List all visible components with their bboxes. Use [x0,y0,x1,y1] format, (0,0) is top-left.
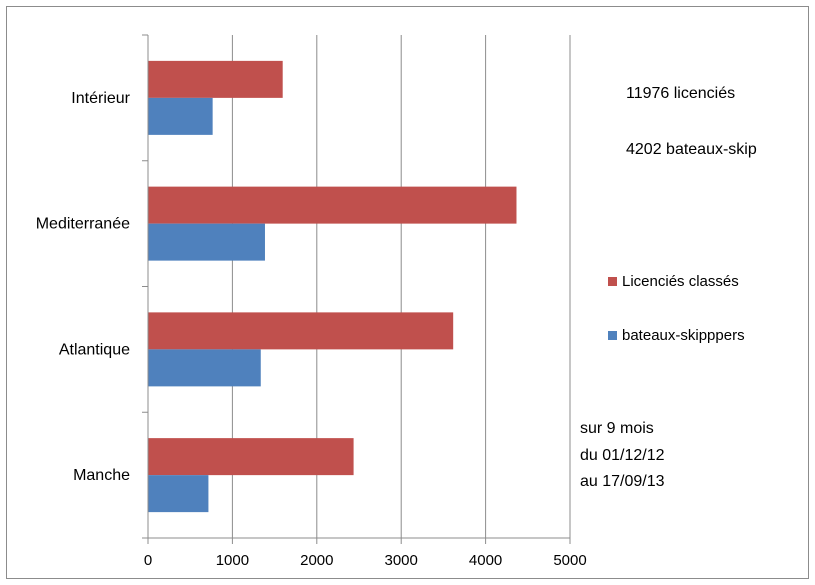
bar-manche-licencies [148,438,354,476]
bar-mediterranée-bateaux [148,223,265,261]
annotation-period-line2: du 01/12/12 [580,447,665,464]
x-tick-label-3000: 3000 [385,552,418,569]
bar-mediterranée-licencies [148,186,517,224]
legend-swatch-licencies [608,277,617,286]
bar-atlantique-licencies [148,312,454,350]
annotations: 11976 licenciés 4202 bateaux-skip sur 9 … [580,85,757,490]
y-tick-label-atlantique: Atlantique [59,341,130,358]
x-tick-label-0: 0 [144,552,152,569]
x-tick-label-5000: 5000 [553,552,586,569]
legend-label-licencies: Licenciés classés [622,273,739,290]
bar-atlantique-bateaux [148,349,261,387]
legend: Licenciés classés bateaux-skipppers [608,273,745,344]
annotation-bateaux-total: 4202 bateaux-skip [626,141,757,158]
y-tick-label-intérieur: Intérieur [71,90,130,107]
y-tick-label-manche: Manche [73,467,130,484]
bar-intérieur-bateaux [148,97,213,135]
tick-labels: 0 1000 2000 3000 4000 5000 Manche Atlantique Med… [36,90,587,569]
bar-manche-bateaux [148,475,209,513]
chart-frame [6,6,809,579]
annotation-period-line1: sur 9 mois [580,420,654,437]
y-tick-label-mediterranée: Mediterranée [36,216,130,233]
axes [142,34,571,544]
annotation-period-line3: au 17/09/13 [580,473,665,490]
annotation-licencies-total: 11976 licenciés [626,85,735,102]
legend-label-bateaux: bateaux-skipppers [622,327,745,344]
legend-swatch-bateaux [608,331,617,340]
x-tick-label-1000: 1000 [216,552,249,569]
bar-intérieur-licencies [148,60,283,98]
x-tick-label-2000: 2000 [300,552,333,569]
bars [148,60,517,513]
x-tick-label-4000: 4000 [469,552,502,569]
